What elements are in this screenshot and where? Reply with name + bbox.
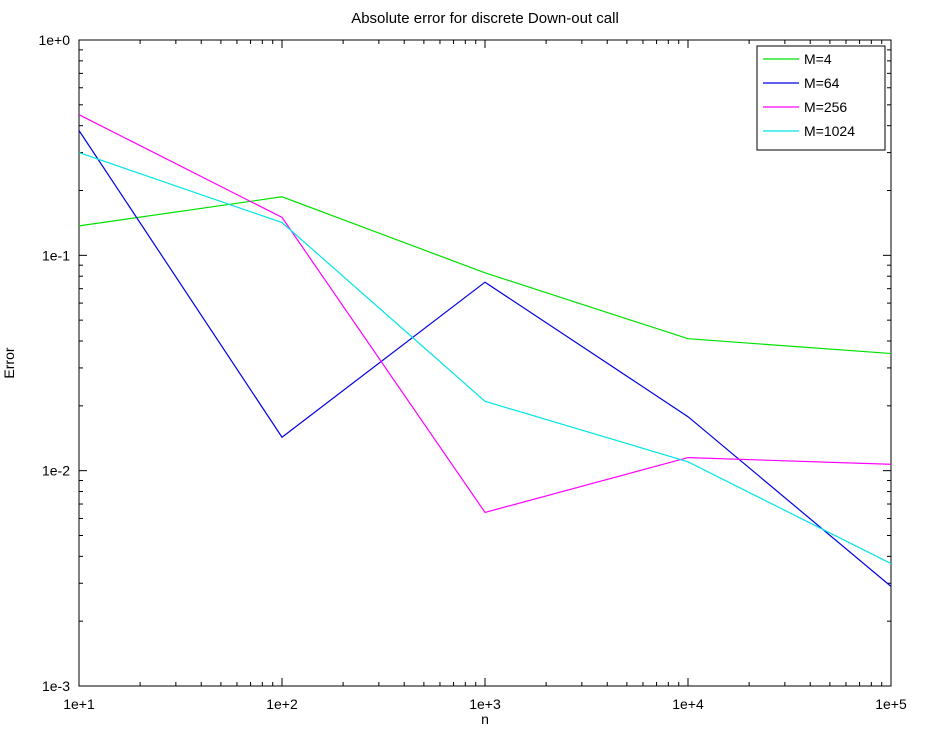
legend-label-m-1024: M=1024: [804, 123, 855, 139]
legend-label-m-256: M=256: [804, 99, 847, 115]
chart-title: Absolute error for discrete Down-out cal…: [351, 10, 619, 27]
legend-label-m-4: M=4: [804, 51, 832, 67]
y-tick-label: 1e-3: [42, 678, 70, 694]
series-line-m-256: [78, 114, 892, 514]
legend-label-m-64: M=64: [804, 75, 840, 91]
legend-box: [756, 45, 886, 151]
y-tick-label: 1e+0: [38, 32, 70, 48]
x-axis-label: n: [481, 711, 489, 727]
series-line-m-64: [78, 130, 892, 587]
x-tick-label: 1e+1: [63, 696, 95, 712]
y-axis-label: Error: [1, 347, 17, 378]
x-tick-label: 1e+2: [266, 696, 298, 712]
axis-ticks: [78, 40, 891, 687]
series-line-m-4: [78, 196, 892, 355]
legend: M=4 M=64 M=256 M=1024: [756, 45, 886, 151]
x-tick-label: 1e+5: [875, 696, 907, 712]
series-lines: [78, 114, 892, 587]
y-tick-label: 1e-1: [42, 247, 70, 263]
y-tick-labels: 1e-3 1e-2 1e-1 1e+0: [38, 32, 70, 694]
x-tick-label: 1e+4: [672, 696, 704, 712]
x-tick-labels: 1e+1 1e+2 1e+3 1e+4 1e+5: [63, 696, 907, 712]
y-tick-label: 1e-2: [42, 463, 70, 479]
x-tick-label: 1e+3: [469, 696, 501, 712]
series-line-m-1024: [78, 152, 892, 565]
